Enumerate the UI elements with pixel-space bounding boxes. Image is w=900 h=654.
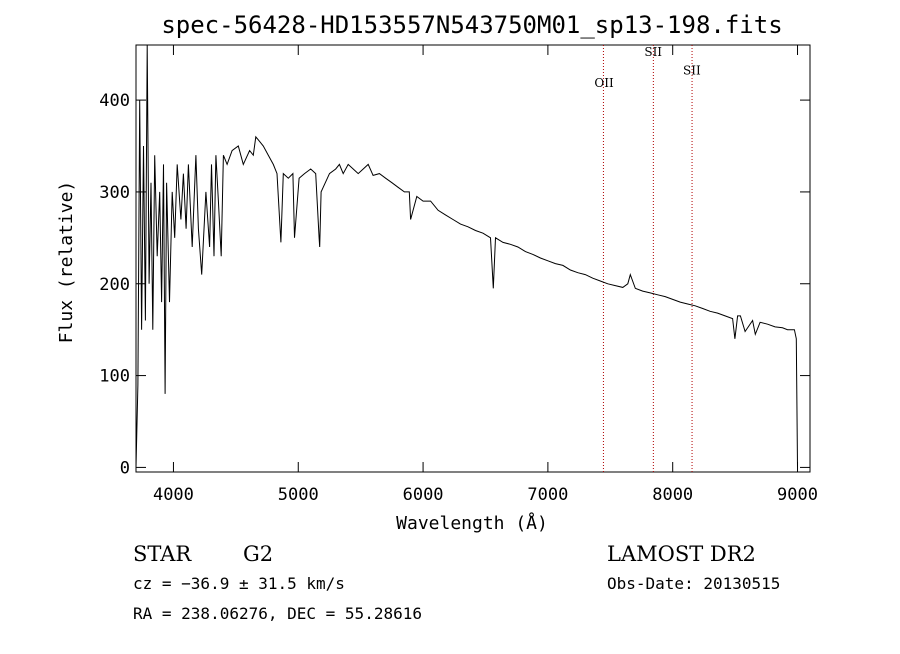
- x-tick-label: 7000: [527, 485, 568, 505]
- obs-date: Obs-Date: 20130515: [607, 574, 780, 593]
- marker-label: SII: [683, 63, 701, 77]
- x-axis: 4000 5000 6000 7000 8000 9000: [153, 45, 818, 505]
- x-tick-label: 8000: [652, 485, 693, 505]
- x-tick-label: 6000: [403, 485, 444, 505]
- y-axis: 0 100 200 300 400: [99, 91, 810, 478]
- x-axis-label: Wavelength (Å): [396, 512, 548, 534]
- marker-label: OII: [594, 76, 614, 90]
- redshift-readout: cz = −36.9 ± 31.5 km/s: [133, 574, 345, 593]
- y-tick-label: 300: [99, 183, 130, 203]
- y-tick-label: 100: [99, 367, 130, 387]
- y-tick-label: 0: [120, 458, 130, 478]
- object-type: STAR: [133, 542, 192, 566]
- spectrum-line: [135, 44, 798, 468]
- marker-label: SII: [644, 45, 662, 59]
- survey-name: LAMOST DR2: [607, 542, 756, 566]
- y-tick-label: 400: [99, 91, 130, 111]
- y-tick-label: 200: [99, 275, 130, 295]
- x-tick-label: 9000: [777, 485, 818, 505]
- object-subclass: G2: [243, 542, 273, 566]
- plot-frame: [135, 44, 811, 473]
- spectrum-series: [135, 44, 798, 468]
- y-axis-label: Flux (relative): [56, 181, 77, 344]
- x-tick-label: 4000: [153, 485, 194, 505]
- line-markers: OII SII SII: [594, 45, 701, 472]
- coordinates-readout: RA = 238.06276, DEC = 55.28616: [133, 604, 422, 623]
- chart-title: spec-56428-HD153557N543750M01_sp13-198.f…: [161, 11, 782, 39]
- x-tick-label: 5000: [278, 485, 319, 505]
